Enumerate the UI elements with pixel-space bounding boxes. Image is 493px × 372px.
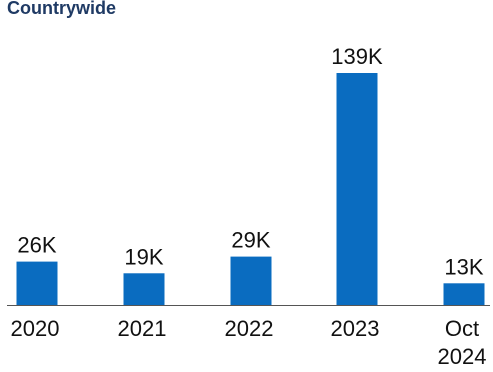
data-label: 19K [124,244,163,269]
data-label: 139K [331,44,383,69]
x-tick-label-line: 2022 [225,316,274,341]
x-tick-label-line: 2024 [438,344,487,369]
bars-group [16,73,485,305]
value-labels-group: 26K 19K 29K 139K 13K [17,44,483,279]
x-tick-label: 2023 [331,316,380,341]
bar-2021 [123,273,165,305]
x-tick-label: 2022 [225,316,274,341]
x-tick-label: 2021 [118,316,167,341]
bar-oct-2024 [443,283,485,305]
data-label: 29K [231,228,270,253]
x-tick-label-line: 2023 [331,316,380,341]
x-tick-label-line: 2021 [118,316,167,341]
data-label: 26K [17,233,56,258]
bar-2023 [336,73,378,305]
x-tick-label-line: 2020 [11,316,60,341]
bar-2020 [16,261,58,305]
bar-2022 [230,256,272,305]
x-tick-label: 2020 [11,316,60,341]
x-tick-label-line: Oct [445,316,479,341]
chart-subtitle: Countrywide [7,0,117,18]
data-label: 13K [444,254,483,279]
x-tick-label: Oct 2024 [438,316,487,369]
category-labels-group: 2020 2021 2022 2023 Oct 2024 [11,316,487,369]
